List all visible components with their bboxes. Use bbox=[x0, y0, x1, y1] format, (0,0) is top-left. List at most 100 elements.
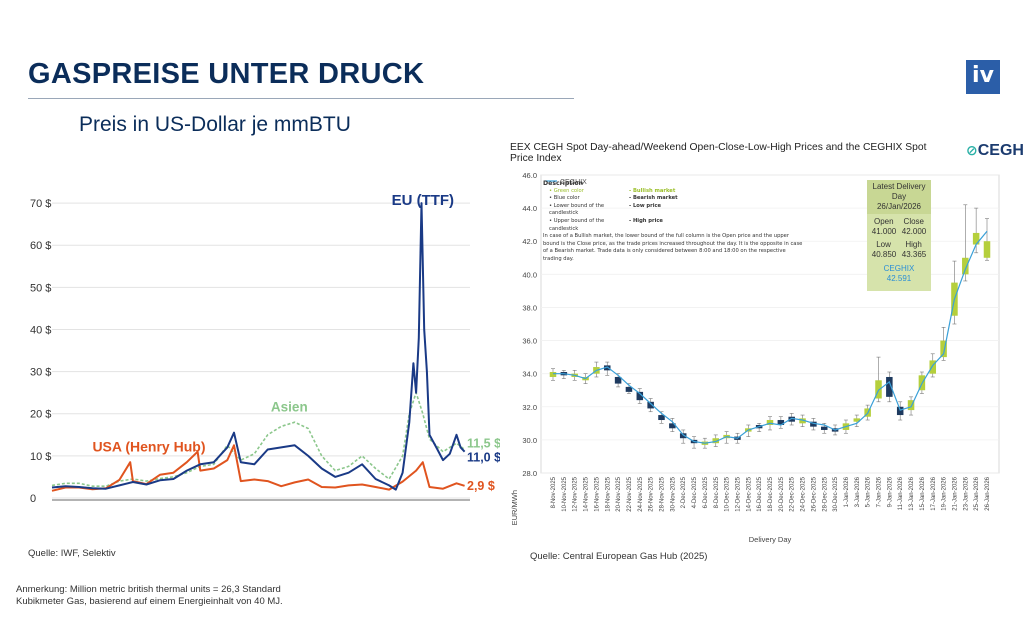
x-tick-label: 2-Dec-2025 bbox=[681, 476, 687, 508]
low-label: Low bbox=[876, 240, 891, 249]
cegh-chart-title: EEX CEGH Spot Day-ahead/Weekend Open-Clo… bbox=[510, 142, 927, 164]
eu-ttf-label: EU (TTF) bbox=[392, 192, 454, 209]
footnote: Anmerkung: Million metric british therma… bbox=[16, 584, 283, 607]
y-tick-label: 42.0 bbox=[522, 237, 537, 246]
candle-bullish bbox=[875, 380, 882, 399]
candle-bearish bbox=[603, 365, 611, 371]
close-value: 42.000 bbox=[901, 227, 927, 236]
legend-label: CEGHIX bbox=[560, 179, 587, 186]
x-tick-label: 28-Dec-2025 bbox=[822, 476, 828, 511]
low-value: 40.850 bbox=[871, 250, 897, 259]
candle-bearish bbox=[886, 376, 893, 397]
y-tick-label: 40.0 bbox=[522, 270, 537, 279]
description-item-value: - Bullish market bbox=[629, 187, 676, 194]
description-item: • Blue color - Bearish market bbox=[543, 195, 803, 203]
x-tick-label: 14-Nov-2025 bbox=[584, 476, 590, 511]
y-tick-label: 30 $ bbox=[30, 367, 51, 379]
x-tick-label: 9-Jan-2026 bbox=[887, 476, 893, 507]
x-tick-label: 13-Jan-2026 bbox=[909, 476, 915, 510]
y-tick-label: 30.0 bbox=[522, 436, 537, 445]
x-tick-label: 1-Jan-2026 bbox=[844, 476, 850, 507]
x-tick-label: 22-Nov-2025 bbox=[627, 476, 633, 511]
candle-bullish bbox=[799, 418, 806, 424]
x-tick-label: 24-Nov-2025 bbox=[638, 476, 644, 511]
gas-price-history-chart: 010 $20 $30 $40 $50 $60 $70 $19952000200… bbox=[30, 192, 500, 505]
y-tick-label: 44.0 bbox=[522, 204, 537, 213]
source-left: Quelle: IWF, Selektiv bbox=[28, 548, 116, 559]
y-tick-label: 60 $ bbox=[30, 240, 51, 252]
candle-bullish bbox=[766, 420, 774, 425]
x-tick-label: 14-Dec-2025 bbox=[746, 476, 752, 511]
latest-delivery-label: Latest Delivery Day bbox=[872, 182, 926, 201]
candle-bearish bbox=[820, 426, 828, 430]
x-tick-label: 10-Nov-2025 bbox=[562, 476, 568, 511]
x-tick-label: 26-Jan-2026 bbox=[985, 476, 991, 510]
x-tick-label: 23-Jan-2026 bbox=[963, 476, 969, 510]
y-tick-label: 0 bbox=[30, 493, 36, 505]
x-tick-label: 20-Dec-2025 bbox=[779, 476, 785, 511]
cegh-description: Description • Green color - Bullish marke… bbox=[543, 180, 803, 264]
candle-bullish bbox=[962, 257, 969, 275]
x-tick-label: 15-Jan-2026 bbox=[920, 476, 926, 510]
x-tick-label: 5-Jan-2026 bbox=[866, 476, 872, 507]
description-item: • Green color - Bullish market bbox=[543, 188, 803, 196]
ceghix-label: CEGHIX bbox=[883, 264, 915, 273]
usa-label: USA (Henry Hub) bbox=[92, 439, 205, 455]
description-item-key: • Green color bbox=[549, 187, 584, 194]
x-tick-label: 4-Dec-2025 bbox=[692, 476, 698, 508]
asia-end-value: 11,5 $ bbox=[467, 437, 500, 451]
open-label: Open bbox=[873, 217, 894, 226]
y-tick-label: 70 $ bbox=[30, 198, 51, 210]
x-tick-label: 19-Jan-2026 bbox=[942, 476, 948, 510]
candle-bearish bbox=[636, 391, 644, 401]
x-tick-label: 24-Dec-2025 bbox=[801, 476, 807, 511]
description-item-value: - High price bbox=[629, 217, 663, 224]
description-item-value: - Bearish market bbox=[629, 195, 678, 202]
cegh-logo-text: CEGH bbox=[977, 142, 1024, 159]
x-tick-label: 17-Jan-2026 bbox=[931, 476, 937, 510]
y-tick-label: 40 $ bbox=[30, 324, 51, 336]
high-label: High bbox=[905, 240, 922, 249]
x-tick-label: 26-Dec-2025 bbox=[811, 476, 817, 511]
candle-bearish bbox=[647, 401, 654, 409]
candle-bearish bbox=[810, 421, 817, 427]
ceghix-value: 42.591 bbox=[886, 274, 912, 283]
x-tick-label: 8-Dec-2025 bbox=[714, 476, 720, 508]
candle-bullish bbox=[940, 340, 947, 358]
y-tick-label: 36.0 bbox=[522, 337, 537, 346]
x-tick-label: 8-Nov-2025 bbox=[551, 476, 557, 508]
x-tick-label: 30-Dec-2025 bbox=[833, 476, 839, 511]
x-tick-label: 6-Dec-2025 bbox=[703, 476, 709, 508]
x-tick-label: 3-Jan-2026 bbox=[855, 476, 861, 507]
x-tick-label: 18-Dec-2025 bbox=[768, 476, 774, 511]
page-title: GASPREISE UNTER DRUCK bbox=[28, 58, 425, 90]
candle-bearish bbox=[788, 416, 795, 422]
x-axis-label: Delivery Day bbox=[749, 535, 792, 544]
x-tick-label: 21-Jan-2026 bbox=[952, 476, 958, 510]
candle-bullish bbox=[983, 241, 991, 258]
cegh-logo: ⊘CEGH bbox=[966, 142, 1024, 160]
y-tick-label: 32.0 bbox=[522, 403, 537, 412]
candle-bearish bbox=[614, 376, 622, 384]
x-tick-label: 18-Nov-2025 bbox=[605, 476, 611, 511]
description-items: • Green color - Bullish market • Blue colo… bbox=[543, 188, 803, 234]
description-item-key: • Blue color bbox=[549, 195, 580, 202]
page-subtitle: Preis in US-Dollar je mmBTU bbox=[79, 113, 351, 136]
cegh-logo-icon: ⊘ bbox=[966, 142, 978, 158]
x-tick-label: 26-Nov-2025 bbox=[649, 476, 655, 511]
candle-bullish bbox=[972, 232, 980, 245]
y-tick-label: 20 $ bbox=[30, 409, 51, 421]
asia-label: Asien bbox=[271, 400, 308, 415]
eu-ttf-line bbox=[51, 202, 466, 491]
candle-bullish bbox=[712, 438, 720, 444]
candle-bearish bbox=[658, 415, 665, 421]
x-tick-label: 10-Dec-2025 bbox=[725, 476, 731, 511]
description-text: In case of a Bullish market, the lower b… bbox=[543, 233, 803, 262]
candle-bullish bbox=[853, 418, 861, 422]
asia-line bbox=[51, 391, 466, 487]
candle-bullish bbox=[929, 360, 937, 374]
eu-end-value: 11,0 $ bbox=[467, 451, 500, 465]
x-tick-label: 7-Jan-2026 bbox=[877, 476, 883, 507]
y-tick-label: 46.0 bbox=[522, 171, 537, 180]
iv-logo: iv bbox=[966, 60, 1000, 94]
